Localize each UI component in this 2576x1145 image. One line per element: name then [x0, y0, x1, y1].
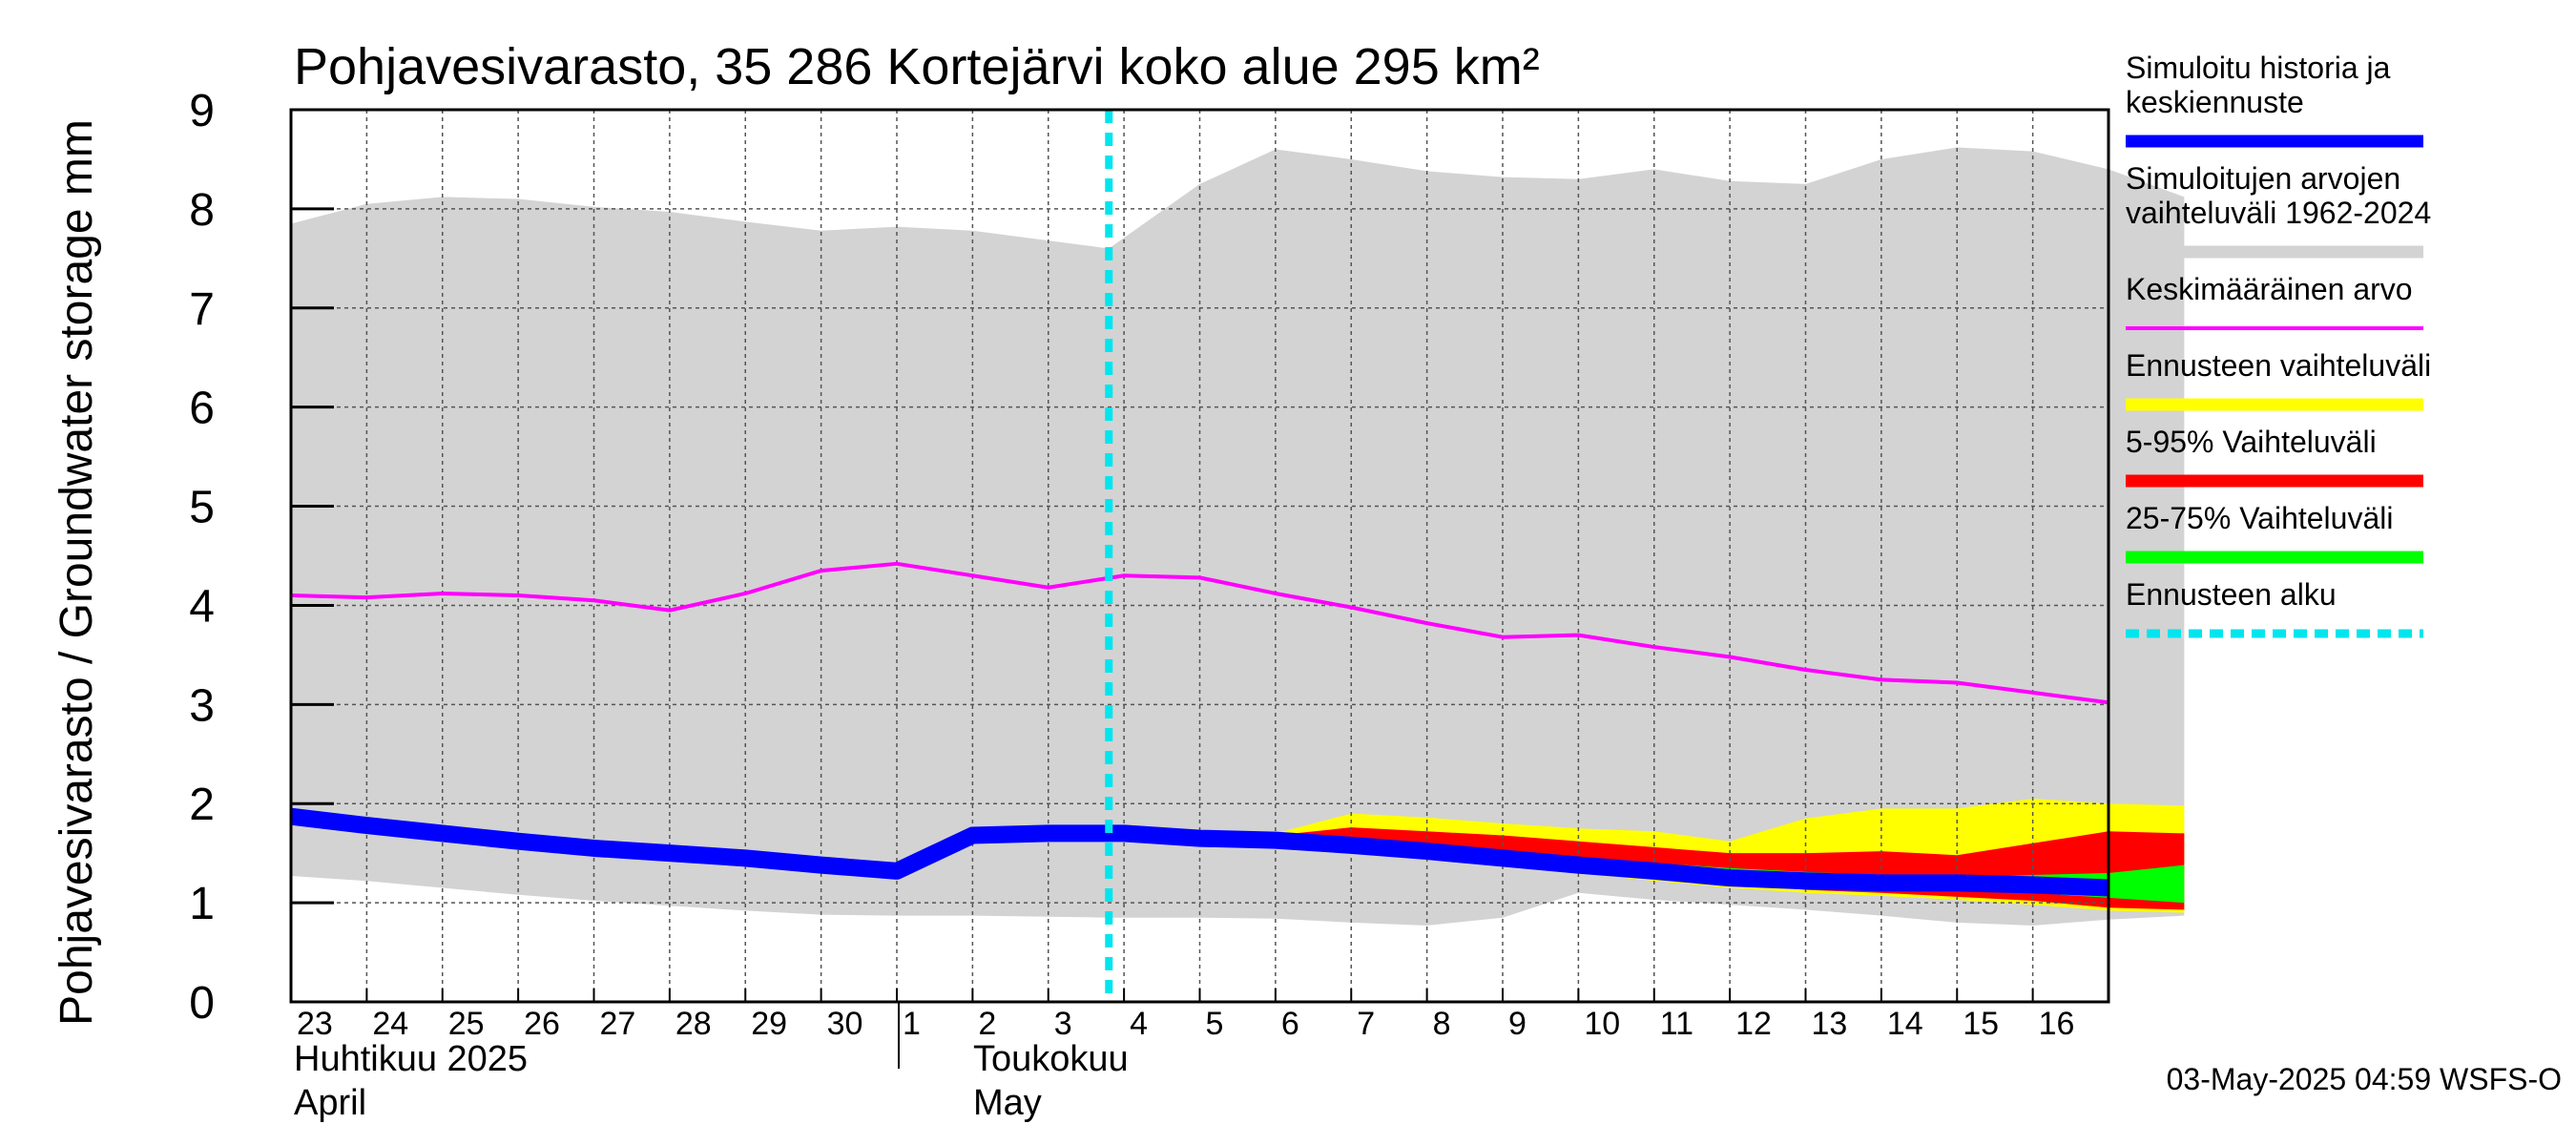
legend-label: 5-95% Vaihteluväli: [2126, 425, 2377, 459]
x-tick-label: 10: [1584, 1006, 1620, 1042]
tick-layer: 0 1 2 3 4 5 6 7 8 9: [189, 86, 2109, 1029]
legend-label: vaihteluväli 1962-2024: [2126, 196, 2431, 230]
band-layer: [291, 147, 2185, 926]
month-label-april-fi: Huhtikuu 2025: [294, 1039, 528, 1079]
x-tick-label: 29: [751, 1006, 787, 1042]
x-tick-label: 30: [827, 1006, 863, 1042]
legend-label: Ennusteen alku: [2126, 577, 2337, 612]
x-tick-label: 5: [1206, 1006, 1224, 1042]
y-tick-label: 1: [189, 879, 215, 929]
line-layer: [289, 110, 2109, 1002]
month-label-may-fi: Toukokuu: [973, 1039, 1129, 1079]
x-tick-label: 2: [978, 1006, 996, 1042]
x-tick-label: 24: [372, 1006, 408, 1042]
grid-layer: [291, 110, 2109, 1002]
legend-label: Keskimääräinen arvo: [2126, 272, 2413, 306]
y-tick-label: 3: [189, 680, 215, 731]
y-tick-label: 8: [189, 185, 215, 236]
month-label-may-en: May: [973, 1083, 1042, 1123]
x-tick-label: 25: [448, 1006, 485, 1042]
y-tick-label: 9: [189, 86, 215, 136]
legend-label: 25-75% Vaihteluväli: [2126, 501, 2393, 535]
y-axis-title: Pohjavesivarasto / Groundwater storage m…: [52, 119, 102, 1026]
y-tick-label: 0: [189, 978, 215, 1029]
y-tick-label: 6: [189, 384, 215, 434]
x-tick-label: 16: [2039, 1006, 2075, 1042]
x-tick-label: 26: [524, 1006, 560, 1042]
y-tick-label: 5: [189, 483, 215, 533]
timestamp-footer: 03-May-2025 04:59 WSFS-O: [2167, 1062, 2562, 1096]
legend-label: Simuloitu historia ja: [2126, 51, 2391, 85]
y-tick-label: 7: [189, 284, 215, 335]
legend-label: keskiennuste: [2126, 85, 2304, 119]
y-tick-label: 2: [189, 780, 215, 830]
series-line-simulated: [289, 807, 2109, 897]
plot-area: 0 1 2 3 4 5 6 7 8 9: [189, 86, 2185, 1029]
x-tick-label: 14: [1887, 1006, 1923, 1042]
x-tick-label: 23: [297, 1006, 333, 1042]
band-0: [291, 147, 2185, 926]
x-tick-label: 1: [903, 1006, 921, 1042]
x-tick-label: 15: [1963, 1006, 1999, 1042]
chart-title: Pohjavesivarasto, 35 286 Kortejärvi koko…: [294, 38, 1540, 95]
x-tick-label: 28: [675, 1006, 712, 1042]
x-axis-day-labels: 23 24 25 26 27 28 29 30 1 2 3 4 5 6 7 8 9 10 11 12 13 14 15 16: [297, 1006, 2074, 1042]
legend-label: Simuloitujen arvojen: [2126, 161, 2400, 196]
x-tick-label: 3: [1054, 1006, 1072, 1042]
month-label-april-en: April: [294, 1083, 366, 1123]
x-tick-label: 27: [600, 1006, 636, 1042]
legend-label: Ennusteen vaihteluväli: [2126, 348, 2431, 383]
y-tick-label: 4: [189, 581, 215, 632]
x-tick-label: 4: [1130, 1006, 1148, 1042]
x-tick-label: 11: [1660, 1006, 1693, 1042]
x-tick-label: 7: [1357, 1006, 1375, 1042]
x-tick-label: 9: [1508, 1006, 1527, 1042]
x-tick-label: 13: [1812, 1006, 1848, 1042]
series-line-mean: [290, 561, 2109, 705]
x-tick-label: 6: [1281, 1006, 1299, 1042]
x-tick-label: 12: [1735, 1006, 1772, 1042]
x-tick-label: 8: [1433, 1006, 1451, 1042]
